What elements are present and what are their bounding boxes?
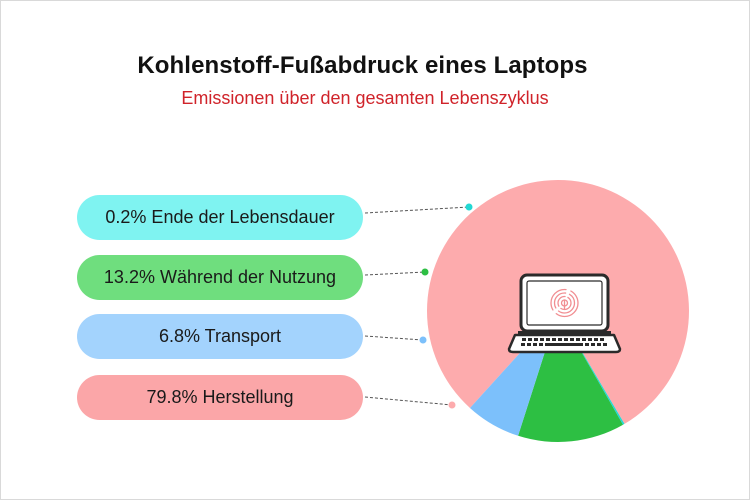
leader-line-manufacturing	[364, 396, 453, 406]
chart-subtitle: Emissionen über den gesamten Lebenszyklu…	[181, 88, 549, 108]
leader-line-transport-dot	[419, 336, 427, 344]
leader-line-end-of-life-dot	[465, 203, 473, 211]
leader-line-end-of-life	[364, 206, 470, 214]
laptop-fingerprint-icon	[507, 273, 622, 354]
legend-pill-transport: 6.8% Transport	[77, 314, 363, 359]
leader-line-usage	[364, 271, 426, 276]
pie-slice-usage	[518, 311, 624, 442]
chart-title: Kohlenstoff-Fußabdruck eines Laptops	[137, 52, 588, 79]
leader-line-manufacturing-dot	[448, 401, 456, 409]
leader-line-transport	[364, 335, 424, 341]
legend-pill-manufacturing: 79.8% Herstellung	[77, 375, 363, 420]
legend-pill-usage: 13.2% Während der Nutzung	[77, 255, 363, 300]
leader-lines	[364, 203, 473, 409]
leader-line-usage-dot	[421, 268, 429, 276]
legend-pill-end-of-life: 0.2% Ende der Lebensdauer	[77, 195, 363, 240]
